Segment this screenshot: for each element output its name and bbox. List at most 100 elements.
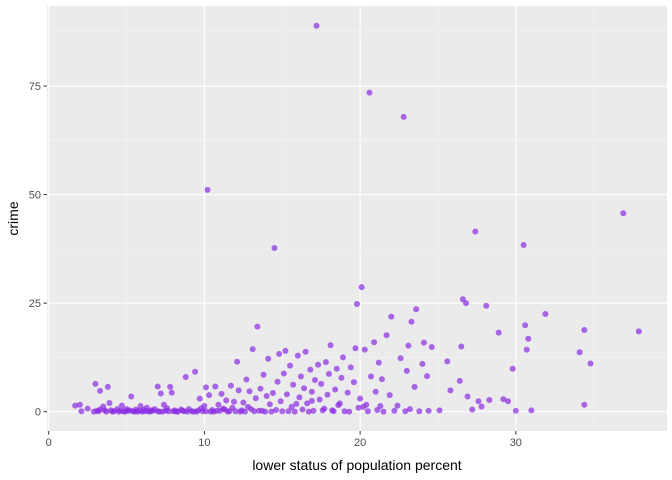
data-point [243,376,250,383]
data-point [268,408,275,415]
data-point [157,390,164,397]
data-point [207,408,214,415]
data-point [319,407,326,414]
data-point [327,342,334,349]
data-point [391,407,398,414]
data-point [576,349,583,356]
data-point [302,348,309,355]
data-point [263,393,270,400]
data-point [397,355,404,362]
data-point [383,332,390,339]
data-point [260,371,267,378]
data-point [308,397,315,404]
data-point [279,408,286,415]
data-point [277,398,284,405]
data-point [357,395,364,402]
data-point [204,186,211,193]
data-point [251,408,258,415]
data-point [464,393,471,400]
data-point [202,384,209,391]
data-point [405,342,412,349]
data-point [528,407,535,414]
data-point [230,398,237,405]
data-point [424,373,431,380]
data-point [282,347,289,354]
data-point [293,400,300,407]
data-point [542,310,549,317]
data-point [120,408,127,415]
data-point [315,361,322,368]
y-axis-ticks: 0 25 50 75 [29,81,47,419]
data-point [118,402,125,409]
data-point [322,359,329,366]
data-point [371,339,378,346]
data-point [495,329,502,336]
data-point [377,403,384,410]
data-point [523,346,530,353]
data-point [192,368,199,375]
data-point [72,402,79,409]
data-point [142,408,149,415]
data-point [274,378,281,385]
data-point [587,360,594,367]
data-point [273,406,280,413]
data-point [509,365,516,372]
data-point [84,405,91,412]
data-point [254,323,261,330]
data-point [420,339,427,346]
data-point [581,401,588,408]
data-point [206,392,213,399]
data-point [220,405,227,412]
data-point [346,408,353,415]
data-point [344,389,351,396]
data-point [227,382,234,389]
data-point [167,383,174,390]
data-point [447,387,454,394]
data-point [352,345,359,352]
data-point [226,408,233,415]
data-point [265,355,272,362]
data-point [355,404,362,411]
data-point [581,327,588,334]
data-point [318,380,325,387]
data-point [215,401,222,408]
plot-panel [47,6,667,431]
x-tick-label: 20 [354,437,366,449]
data-point [213,407,220,414]
data-point [92,380,99,387]
data-point [336,400,343,407]
data-point [486,396,493,403]
data-point [411,383,418,390]
data-point [372,388,379,395]
data-point [241,408,248,415]
data-point [223,397,230,404]
data-point [294,352,301,359]
data-point [500,396,507,403]
y-tick-label: 0 [35,407,41,419]
data-point [333,365,340,372]
x-tick-label: 0 [46,437,52,449]
data-point [444,358,451,365]
data-point [104,383,111,390]
data-point [156,408,163,415]
data-point [368,373,375,380]
data-point [182,373,189,380]
data-point [305,408,312,415]
data-point [285,408,292,415]
data-points [72,22,642,415]
data-point [269,390,276,397]
data-point [325,370,332,377]
data-point [406,406,413,413]
data-point [125,407,132,414]
data-point [330,408,337,415]
data-point [304,400,311,407]
data-point [97,387,104,394]
data-point [308,388,315,395]
data-point [380,408,387,415]
data-point [237,408,244,415]
data-point [154,383,161,390]
data-point [338,374,345,381]
data-point [196,395,203,402]
data-point [109,408,116,415]
